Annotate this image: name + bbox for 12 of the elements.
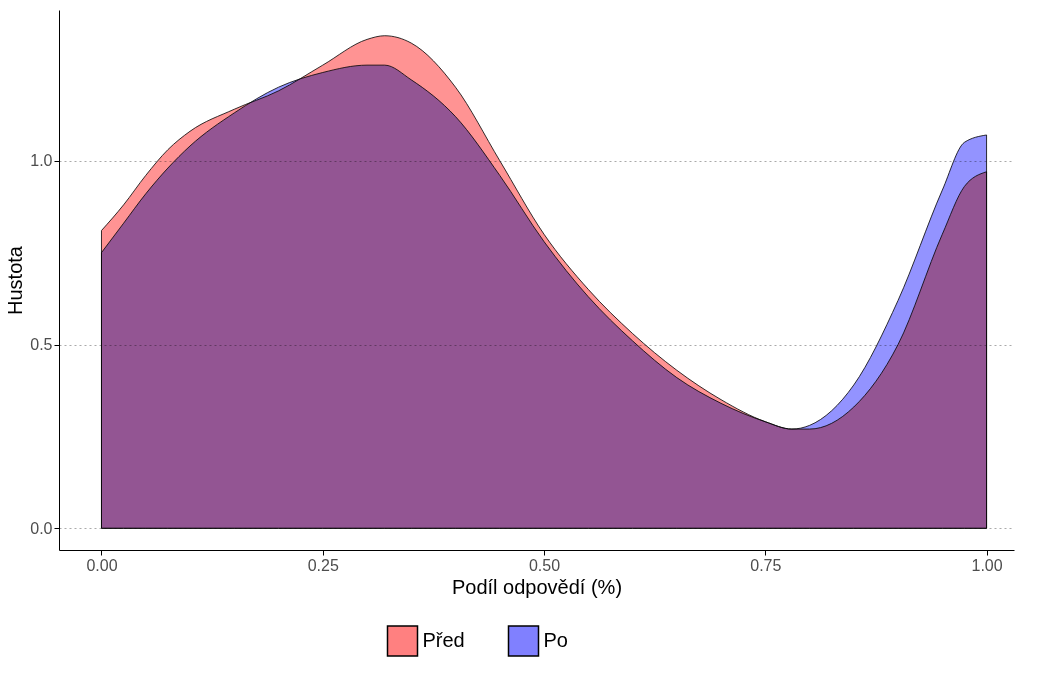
y-tick-label: 1.0 xyxy=(30,152,53,170)
y-axis-title: Hustota xyxy=(4,245,27,315)
y-tick-label: 0.5 xyxy=(30,336,53,354)
x-tick-label: 1.00 xyxy=(971,556,1003,574)
x-tick-label: 0.25 xyxy=(307,556,339,574)
legend-label: Před xyxy=(422,629,465,651)
legend-label: Po xyxy=(543,629,568,651)
x-tick-label: 0.00 xyxy=(86,556,118,574)
x-axis-title: Podíl odpovědí (%) xyxy=(451,575,623,598)
x-tick-label: 0.50 xyxy=(528,556,561,574)
y-tick-label: 0.0 xyxy=(30,519,53,537)
x-tick-label: 0.75 xyxy=(750,556,782,574)
